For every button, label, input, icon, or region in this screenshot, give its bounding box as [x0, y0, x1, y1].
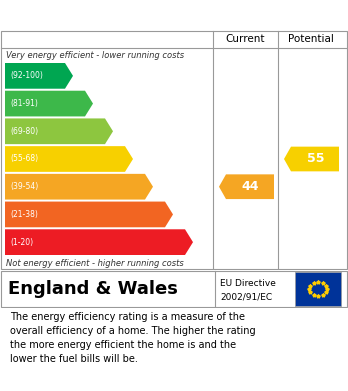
- Text: Potential: Potential: [287, 34, 333, 44]
- Text: (92-100): (92-100): [10, 71, 43, 81]
- Text: (81-91): (81-91): [10, 99, 38, 108]
- Text: B: B: [94, 97, 104, 110]
- Text: A: A: [74, 69, 84, 83]
- Text: D: D: [134, 152, 145, 165]
- Polygon shape: [5, 174, 153, 199]
- Text: Not energy efficient - higher running costs: Not energy efficient - higher running co…: [6, 258, 184, 267]
- Text: The energy efficiency rating is a measure of the
overall efficiency of a home. T: The energy efficiency rating is a measur…: [10, 312, 256, 364]
- Text: E: E: [154, 180, 163, 193]
- Text: Energy Efficiency Rating: Energy Efficiency Rating: [10, 7, 220, 23]
- Text: (55-68): (55-68): [10, 154, 38, 163]
- Text: England & Wales: England & Wales: [8, 280, 178, 298]
- Text: C: C: [114, 125, 124, 138]
- Text: 55: 55: [307, 152, 324, 165]
- Text: Current: Current: [226, 34, 265, 44]
- Bar: [295, 272, 341, 306]
- Text: 2002/91/EC: 2002/91/EC: [220, 292, 272, 301]
- Text: (1-20): (1-20): [10, 238, 33, 247]
- Polygon shape: [5, 91, 93, 117]
- Polygon shape: [219, 174, 274, 199]
- Polygon shape: [284, 147, 339, 171]
- Polygon shape: [5, 63, 73, 89]
- Text: (39-54): (39-54): [10, 182, 38, 191]
- Polygon shape: [5, 118, 113, 144]
- Text: (21-38): (21-38): [10, 210, 38, 219]
- Text: F: F: [174, 208, 183, 221]
- Text: 44: 44: [242, 180, 259, 193]
- Text: EU Directive: EU Directive: [220, 279, 276, 288]
- Text: Very energy efficient - lower running costs: Very energy efficient - lower running co…: [6, 50, 184, 59]
- Polygon shape: [5, 146, 133, 172]
- Polygon shape: [5, 202, 173, 227]
- Text: G: G: [194, 236, 205, 249]
- Text: (69-80): (69-80): [10, 127, 38, 136]
- Polygon shape: [5, 229, 193, 255]
